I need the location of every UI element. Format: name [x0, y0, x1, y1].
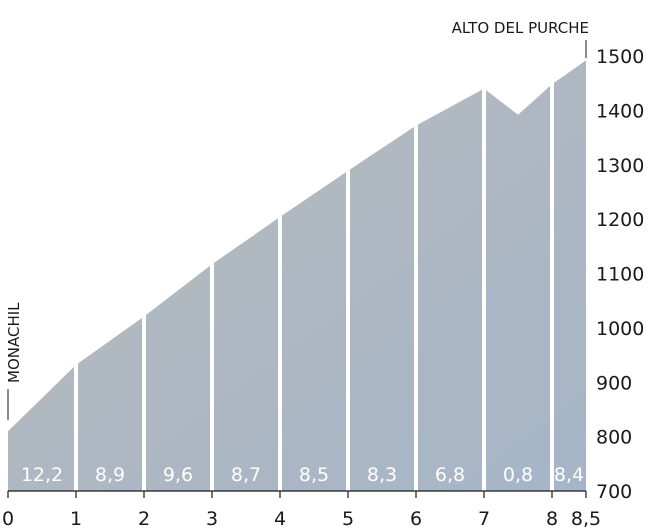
- y-tick-label: 1100: [596, 264, 644, 286]
- segment-gradient-label: 8,5: [299, 464, 329, 486]
- segment-gradient-label: 8,9: [95, 464, 125, 486]
- segment-gradient-label: 8,3: [367, 464, 397, 486]
- y-tick-label: 700: [596, 481, 632, 503]
- x-tick-label: 7: [478, 508, 490, 530]
- start-place-label: MONACHIL: [5, 302, 23, 383]
- x-tick-label: 0: [2, 508, 14, 530]
- x-tick-label: 8,5: [571, 508, 601, 530]
- segment-gradient-label: 9,6: [163, 464, 193, 486]
- x-tick-label: 2: [138, 508, 150, 530]
- y-tick-label: 1400: [596, 100, 644, 122]
- y-tick-label: 1300: [596, 155, 644, 177]
- x-tick-label: 5: [342, 508, 354, 530]
- x-tick-label: 8: [546, 508, 558, 530]
- segment-gradient-label: 0,8: [503, 464, 533, 486]
- x-tick-label: 3: [206, 508, 218, 530]
- segment-gradient-label: 6,8: [435, 464, 465, 486]
- x-tick-label: 1: [70, 508, 82, 530]
- segment-gradient-label: 8,4: [554, 464, 584, 486]
- y-tick-label: 800: [596, 427, 632, 449]
- x-tick-label: 4: [274, 508, 286, 530]
- y-tick-label: 1200: [596, 209, 644, 231]
- y-tick-label: 900: [596, 372, 632, 394]
- end-place-label: ALTO DEL PURCHE: [452, 19, 589, 37]
- y-tick-label: 1000: [596, 318, 644, 340]
- elevation-area: [8, 60, 586, 492]
- segment-gradient-label: 8,7: [231, 464, 261, 486]
- y-tick-label: 1500: [596, 46, 644, 68]
- segment-gradient-label: 12,2: [21, 464, 63, 486]
- x-tick-label: 6: [410, 508, 422, 530]
